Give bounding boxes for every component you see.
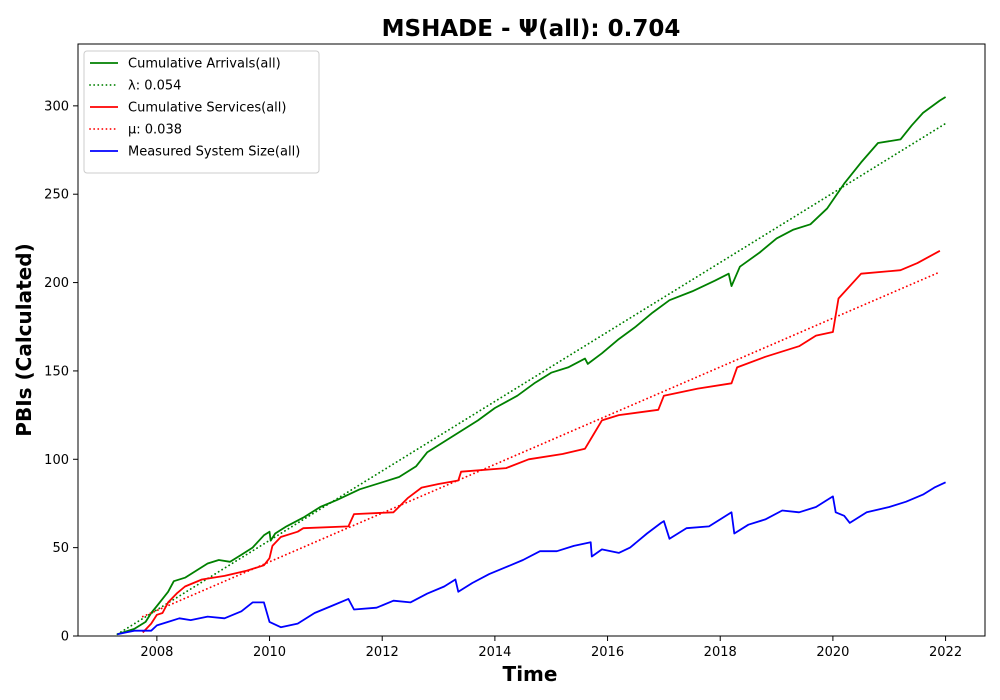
x-tick-label: 2014 — [478, 645, 511, 660]
legend: Cumulative Arrivals(all) λ: 0.054 Cumulati… — [83, 50, 320, 174]
legend-label: Cumulative Arrivals(all) — [128, 57, 281, 72]
x-axis-label: Time — [503, 662, 558, 686]
y-tick-label: 0 — [61, 630, 69, 645]
y-tick-label: 100 — [44, 453, 69, 468]
x-tick-label: 2016 — [591, 645, 624, 660]
y-tick-label: 50 — [52, 541, 69, 556]
series-line-3 — [141, 271, 941, 618]
x-tick-label: 2012 — [366, 645, 399, 660]
x-tick-label: 2020 — [816, 645, 849, 660]
y-tick-label: 250 — [44, 188, 69, 203]
legend-label: λ: 0.054 — [128, 79, 181, 94]
series-line-0 — [117, 96, 947, 636]
series-line-2 — [142, 250, 941, 634]
series-line-4 — [117, 481, 946, 636]
chart-title: MSHADE - Ψ(all): 0.704 — [382, 16, 681, 42]
y-tick-label: 150 — [44, 364, 69, 379]
x-tick-label: 2008 — [140, 645, 173, 660]
y-axis-label: PBIs (Calculated) — [12, 243, 36, 436]
legend-label: Cumulative Services(all) — [128, 101, 286, 116]
plot-area — [116, 96, 947, 636]
x-tick-label: 2010 — [253, 645, 286, 660]
axes: 2008 2010 2012 2014 2016 2018 2020 2022 0 50 100 15… — [44, 43, 986, 660]
y-tick-label: 300 — [44, 99, 69, 114]
legend-box — [83, 50, 320, 174]
axes-frame — [77, 43, 986, 637]
y-tick-label: 200 — [44, 276, 69, 291]
series-line-1 — [116, 122, 947, 636]
x-tick-label: 2022 — [929, 645, 962, 660]
x-tick-label: 2018 — [704, 645, 737, 660]
legend-label: Measured System Size(all) — [128, 145, 300, 160]
legend-label: μ: 0.038 — [128, 123, 182, 138]
